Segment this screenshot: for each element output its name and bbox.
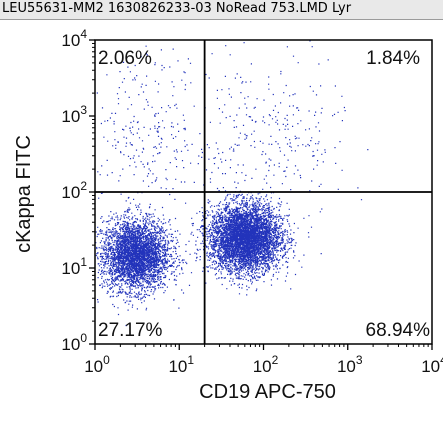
scatter-plot: 100 101 102 103 104 100 101 102 103 104 2.06% 1.84…: [0, 20, 443, 423]
quadrant-label-bottom-right: 68.94%: [366, 320, 431, 341]
x-tick-label: 101: [168, 353, 194, 376]
quadrant-labels: 2.06% 1.84% 27.17% 68.94%: [98, 48, 430, 341]
y-tick-label: 100: [61, 331, 87, 354]
y-tick-label: 102: [61, 179, 87, 202]
quadrant-label-bottom-left: 27.17%: [98, 320, 163, 341]
window-title: LEU55631-MM2 1630826233-03 NoRead 753.LM…: [2, 1, 352, 16]
x-tick-label: 100: [84, 353, 110, 376]
quadrant-label-top-right: 1.84%: [366, 48, 420, 69]
y-tick-label: 104: [61, 27, 87, 50]
y-tick-label: 101: [61, 255, 87, 278]
event-dots: [95, 40, 369, 327]
window-title-bar: LEU55631-MM2 1630826233-03 NoRead 753.LM…: [0, 0, 443, 20]
x-axis-label: CD19 APC-750: [199, 381, 336, 403]
data-points: [95, 40, 369, 327]
x-tick-label: 102: [253, 353, 279, 376]
y-axis-label: cKappa FITC: [13, 135, 35, 253]
axes: 100 101 102 103 104 100 101 102 103 104: [61, 27, 443, 376]
y-tick-label: 103: [61, 103, 87, 126]
quadrant-label-top-left: 2.06%: [98, 48, 152, 69]
x-tick-label: 104: [421, 353, 443, 376]
x-tick-label: 103: [337, 353, 363, 376]
